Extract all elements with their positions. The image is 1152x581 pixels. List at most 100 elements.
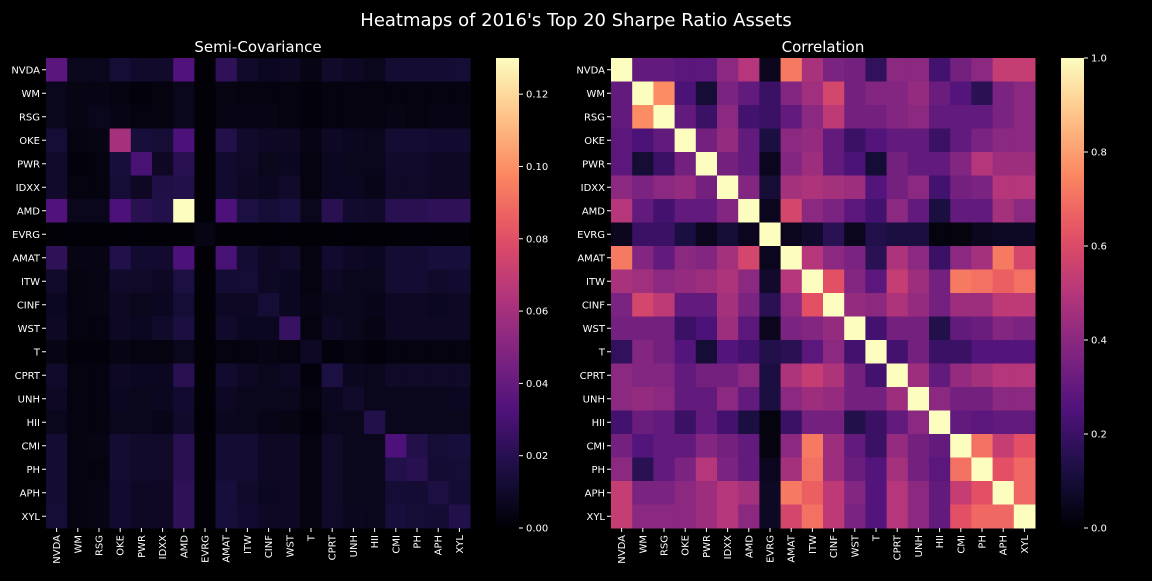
correlation-cell-HII-ITW (801, 410, 824, 435)
semi-covariance-cell-AMD-ITW (236, 199, 259, 223)
semi-covariance-cell-PH-WST (279, 457, 301, 482)
correlation-cell-CMI-T (865, 434, 888, 458)
semi-covariance-cell-WM-XYL (448, 81, 471, 106)
correlation-cell-T-T (865, 340, 888, 364)
correlation-cell-CINF-AMD (738, 293, 760, 317)
semi-covariance-cell-HII-NVDA (46, 410, 68, 435)
correlation-cell-WM-RSG (653, 81, 676, 106)
correlation-cell-CINF-APH (992, 293, 1015, 317)
semi-covariance-cell-WM-NVDA (46, 81, 68, 106)
semi-covariance-cell-RSG-PH (406, 105, 429, 129)
semi-covariance-cell-HII-IDXX (152, 410, 174, 435)
correlation-cell-IDXX-PH (971, 175, 994, 200)
correlation-cell-UNH-T (865, 387, 888, 411)
semi-covariance-xtick-label: RSG (95, 535, 106, 556)
correlation-cell-IDXX-ITW (801, 175, 824, 200)
correlation-cell-CINF-EVRG (759, 293, 782, 317)
semi-covariance-cell-IDXX-NVDA (46, 175, 68, 200)
correlation-cell-AMD-APH (992, 199, 1015, 223)
semi-covariance-cell-IDXX-EVRG (194, 175, 217, 200)
correlation-cell-T-HII (929, 340, 951, 364)
correlation-xtick-label: AMD (744, 535, 755, 558)
semi-covariance-cell-EVRG-XYL (448, 222, 471, 247)
semi-covariance-cell-NVDA-PWR (130, 58, 153, 82)
correlation-cell-HII-APH (992, 410, 1015, 435)
correlation-cell-XYL-AMD (738, 504, 760, 529)
correlation-cell-T-WST (844, 340, 866, 364)
correlation-cell-NVDA-AMD (738, 58, 760, 82)
correlation-cell-UNH-AMAT (780, 387, 803, 411)
correlation-cell-IDXX-AMAT (780, 175, 803, 200)
semi-covariance-xtick-label: WM (73, 535, 84, 554)
semi-covariance-cell-AMD-EVRG (194, 199, 217, 223)
semi-covariance-cell-HII-RSG (88, 410, 111, 435)
correlation-cell-APH-T (865, 481, 888, 505)
semi-covariance-cell-NVDA-HII (364, 58, 386, 82)
semi-covariance-cell-OKE-AMAT (215, 128, 238, 153)
correlation-cell-APH-AMAT (780, 481, 803, 505)
semi-covariance-cell-CINF-WST (279, 293, 301, 317)
semi-covariance-cell-OKE-AMD (173, 128, 195, 153)
correlation-cell-HII-WST (844, 410, 866, 435)
correlation-cell-PWR-CINF (823, 152, 845, 176)
semi-covariance-colorbar-tick-label: 0.04 (526, 379, 548, 390)
correlation-colorbar-tick-label: 1.0 (1091, 54, 1107, 65)
correlation-cell-WM-UNH (907, 81, 930, 106)
correlation-cell-NVDA-UNH (907, 58, 930, 82)
semi-covariance-cell-PH-RSG (88, 457, 111, 482)
semi-covariance-cell-CPRT-T (300, 363, 323, 388)
correlation-cell-APH-XYL (1013, 481, 1036, 505)
semi-covariance-cell-NVDA-CMI (385, 58, 407, 82)
semi-covariance-cell-IDXX-OKE (109, 175, 132, 200)
correlation-cell-ITW-HII (929, 269, 951, 294)
correlation-cell-AMAT-CMI (950, 246, 972, 270)
correlation-cell-WST-CINF (823, 316, 845, 341)
correlation-cell-UNH-UNH (907, 387, 930, 411)
semi-covariance-cell-PH-AMD (173, 457, 195, 482)
correlation-cell-PWR-APH (992, 152, 1015, 176)
correlation-colorbar-tick-label: 0.0 (1091, 524, 1107, 535)
semi-covariance-cell-T-AMAT (215, 340, 238, 364)
correlation-cell-NVDA-XYL (1013, 58, 1036, 82)
semi-covariance-cell-WM-APH (427, 81, 450, 106)
correlation-cell-HII-CINF (823, 410, 845, 435)
correlation-cell-RSG-T (865, 105, 888, 129)
semi-covariance-cell-RSG-CINF (258, 105, 280, 129)
correlation-cell-PH-XYL (1013, 457, 1036, 482)
correlation-cell-WST-IDXX (717, 316, 739, 341)
correlation-cell-T-WM (632, 340, 654, 364)
correlation-cell-PH-CMI (950, 457, 972, 482)
correlation-cell-CPRT-CINF (823, 363, 845, 388)
correlation-cell-CPRT-HII (929, 363, 951, 388)
semi-covariance-cell-CINF-AMAT (215, 293, 238, 317)
semi-covariance-cell-HII-UNH (342, 410, 365, 435)
correlation-cell-ITW-RSG (653, 269, 676, 294)
semi-covariance-cell-PH-CINF (258, 457, 280, 482)
correlation-cell-RSG-CPRT (886, 105, 909, 129)
semi-covariance-cell-AMAT-PWR (130, 246, 153, 270)
semi-covariance-ytick-label: RSG (19, 112, 40, 123)
correlation-cell-APH-WST (844, 481, 866, 505)
correlation-cell-HII-EVRG (759, 410, 782, 435)
correlation-cell-IDXX-IDXX (717, 175, 739, 200)
correlation-cell-CPRT-RSG (653, 363, 676, 388)
semi-covariance-cell-IDXX-XYL (448, 175, 471, 200)
semi-covariance-cell-APH-PWR (130, 481, 153, 505)
correlation-cell-UNH-PH (971, 387, 994, 411)
semi-covariance-cell-NVDA-UNH (342, 58, 365, 82)
semi-covariance-cell-RSG-IDXX (152, 105, 174, 129)
semi-covariance-cell-HII-WM (67, 410, 89, 435)
semi-covariance-cell-WST-RSG (88, 316, 111, 341)
correlation-cell-RSG-WM (632, 105, 654, 129)
semi-covariance-xtick-label: T (307, 534, 318, 542)
correlation-cell-OKE-NVDA (611, 128, 633, 153)
correlation-cell-ITW-CMI (950, 269, 972, 294)
correlation-cell-OKE-EVRG (759, 128, 782, 153)
semi-covariance-cell-CINF-APH (427, 293, 450, 317)
correlation-cell-AMD-HII (929, 199, 951, 223)
semi-covariance-colorbar-tick-label: 0.12 (526, 90, 548, 101)
correlation-cell-OKE-PWR (695, 128, 718, 153)
correlation-cell-XYL-HII (929, 504, 951, 529)
correlation-cell-PH-WST (844, 457, 866, 482)
correlation-cell-RSG-WST (844, 105, 866, 129)
